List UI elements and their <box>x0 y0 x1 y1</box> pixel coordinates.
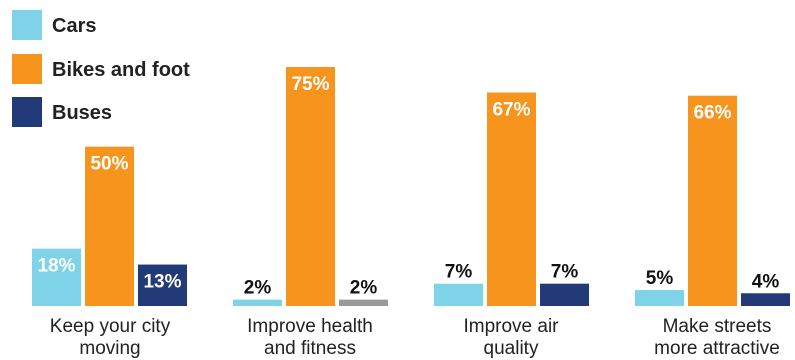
value-label-s2-c0: 13% <box>143 272 181 293</box>
legend-label-0: Cars <box>52 15 96 37</box>
category-label-1-line-0: Improve health <box>247 316 373 337</box>
value-label-s2-c2: 7% <box>551 262 579 283</box>
legend-swatch-2 <box>12 97 42 127</box>
legend-swatch-0 <box>12 10 42 40</box>
category-label-0-line-0: Keep your city <box>50 316 171 337</box>
bars <box>32 67 790 307</box>
bar-s1-c3 <box>688 95 737 307</box>
category-label-1-line-1: and fitness <box>264 338 356 359</box>
value-label-s0-c3: 5% <box>646 268 674 289</box>
value-label-s1-c1: 75% <box>291 74 329 95</box>
legend-label-2: Buses <box>52 102 112 124</box>
value-label-s0-c0: 18% <box>37 256 75 277</box>
legend-swatch-1 <box>12 54 42 84</box>
category-label-3-line-1: more attractive <box>654 338 780 359</box>
category-label-0-line-1: moving <box>79 338 140 359</box>
value-label-s0-c1: 2% <box>244 278 272 299</box>
bar-s2-c3 <box>741 293 790 306</box>
category-label-2-line-1: quality <box>484 338 539 359</box>
value-label-s1-c3: 66% <box>693 103 731 124</box>
category-label-2-line-0: Improve air <box>463 316 559 337</box>
value-label-s1-c2: 67% <box>492 99 530 120</box>
legend: Cars Bikes and foot Buses <box>12 10 190 127</box>
value-labels: 18% 2% 7% 5% 50% 75% 67% 66% 13% 2% 7% 4% <box>37 74 779 299</box>
bar-s2-c2 <box>540 283 589 306</box>
value-label-s2-c3: 4% <box>752 271 780 292</box>
bar-s0-c1 <box>233 299 282 306</box>
bar-s2-c0 <box>138 264 187 306</box>
value-label-s0-c2: 7% <box>445 262 473 283</box>
bar-s1-c1 <box>286 67 335 306</box>
bar-s1-c2 <box>487 92 536 306</box>
bar-s1-c0 <box>85 146 134 306</box>
bar-s0-c3 <box>635 290 684 306</box>
bar-s2-c1 <box>339 299 388 306</box>
value-label-s2-c1: 2% <box>350 278 378 299</box>
legend-label-1: Bikes and foot <box>52 59 190 81</box>
value-label-s1-c0: 50% <box>90 154 128 175</box>
bar-s0-c2 <box>434 283 483 306</box>
category-label-3-line-0: Make streets <box>663 316 772 337</box>
bar-s0-c0 <box>32 248 81 306</box>
